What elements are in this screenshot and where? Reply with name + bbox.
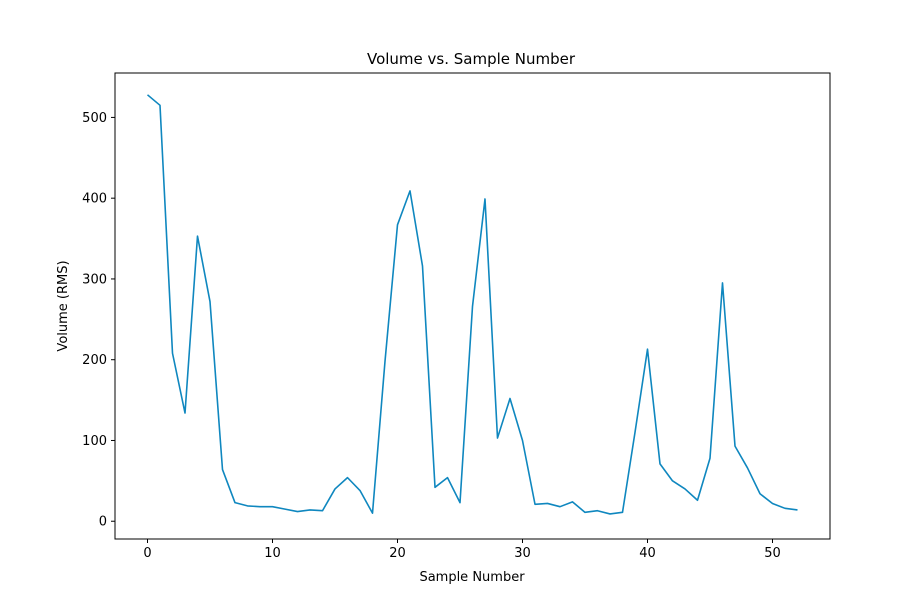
x-tick-label: 20 [389, 546, 406, 561]
y-tick-label: 500 [82, 111, 107, 126]
x-tick-label: 30 [514, 546, 531, 561]
y-axis: 0 100 200 300 400 500 [82, 111, 115, 530]
x-tick-label: 10 [264, 546, 281, 561]
x-axis: 0 10 20 30 40 50 [143, 539, 781, 561]
y-tick-label: 400 [82, 192, 107, 207]
plot-frame [114, 72, 831, 540]
y-axis-label: Volume (RMS) [56, 260, 71, 351]
x-tick-label: 0 [143, 546, 151, 561]
y-tick-label: 300 [82, 272, 107, 287]
y-tick-label: 200 [82, 353, 107, 368]
y-tick-label: 100 [82, 434, 107, 449]
y-tick-label: 0 [99, 515, 107, 530]
plot-area [146, 94, 798, 515]
chart-title: Volume vs. Sample Number [367, 50, 576, 68]
x-tick-label: 50 [764, 546, 781, 561]
series-line-0 [146, 94, 798, 515]
x-tick-label: 40 [639, 546, 656, 561]
x-axis-label: Sample Number [419, 570, 525, 585]
